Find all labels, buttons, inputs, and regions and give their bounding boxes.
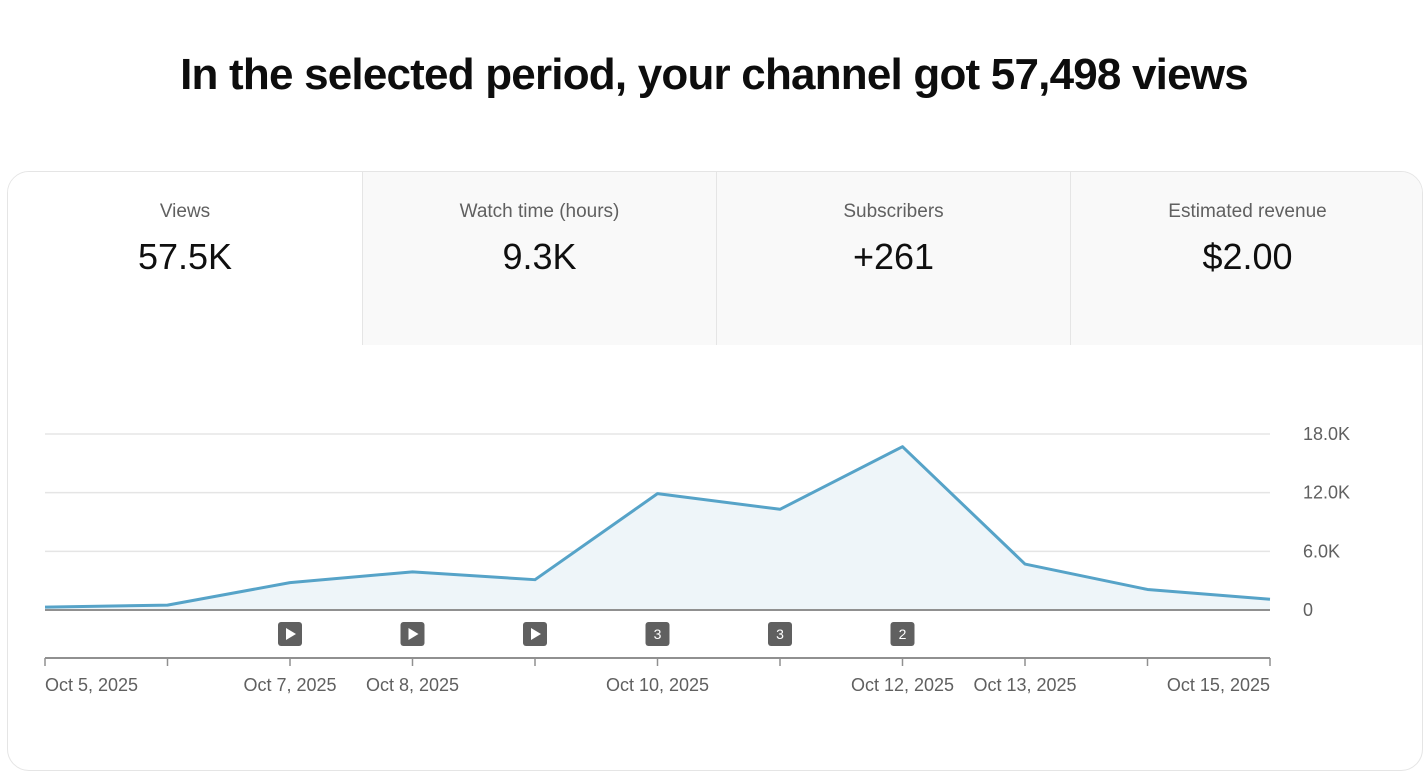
tab-label: Subscribers [843,201,944,222]
x-tick-label: Oct 12, 2025 [851,675,954,695]
data-point[interactable] [285,578,295,588]
x-tick-label: Oct 13, 2025 [973,675,1076,695]
marker-count: 3 [654,626,662,642]
y-tick-label: 18.0K [1303,424,1350,444]
marker-box [890,622,915,646]
video-published-marker[interactable] [278,622,302,646]
data-point[interactable] [1265,594,1275,604]
video-count-marker[interactable]: 2 [890,622,915,646]
play-icon [408,628,419,640]
data-point[interactable] [530,575,540,585]
views-area [45,446,1270,610]
tab-watch-time[interactable]: Watch time (hours) 9.3K [362,172,716,345]
marker-box [645,622,670,646]
video-published-marker[interactable] [400,622,425,646]
views-chart: 0 6.0K 12.0K 18.0K 3 3 2 Oct 5, 2025 Oct 7, 2025… [40,424,1350,695]
marker-box [768,622,792,646]
play-icon [531,628,541,640]
data-point[interactable] [40,602,50,612]
data-point[interactable] [408,567,418,577]
tab-value: +261 [852,236,935,277]
video-count-marker[interactable]: 3 [645,622,670,646]
analytics-card: Views 57.5K Watch time (hours) 9.3K Subs… [7,171,1423,771]
data-point[interactable] [653,489,663,499]
views-line [44,445,1271,609]
tab-views[interactable]: Views 57.5K [8,172,362,345]
x-tick-label: Oct 7, 2025 [243,675,336,695]
data-point[interactable] [1143,584,1153,594]
x-tick-label: Oct 15, 2025 [1167,675,1270,695]
tab-value: $2.00 [1202,236,1293,277]
tab-estimated-revenue[interactable]: Estimated revenue $2.00 [1070,172,1422,345]
x-tick-label: Oct 5, 2025 [45,675,138,695]
data-point[interactable] [775,504,785,514]
data-point[interactable] [1020,559,1030,569]
x-tick-label: Oct 8, 2025 [366,675,459,695]
marker-count: 2 [899,626,907,642]
data-point[interactable] [163,600,173,610]
video-published-marker[interactable] [523,622,547,646]
tab-value: 9.3K [502,236,577,277]
x-tick-label: Oct 10, 2025 [606,675,709,695]
tab-label: Views [159,201,211,222]
tab-value: 57.5K [137,236,233,277]
tab-subscribers[interactable]: Subscribers +261 [716,172,1070,345]
play-icon [286,628,296,640]
marker-count: 3 [776,626,784,642]
y-tick-label: 6.0K [1303,541,1340,561]
metric-tabs: Views 57.5K Watch time (hours) 9.3K Subs… [8,172,1422,345]
video-count-marker[interactable]: 3 [768,622,792,646]
tab-label: Watch time (hours) [459,201,620,222]
page-headline: In the selected period, your channel got… [180,50,1249,99]
tab-label: Estimated revenue [1168,201,1327,222]
data-point[interactable] [898,442,908,452]
y-tick-label: 12.0K [1303,483,1350,503]
y-tick-label: 0 [1303,600,1313,620]
